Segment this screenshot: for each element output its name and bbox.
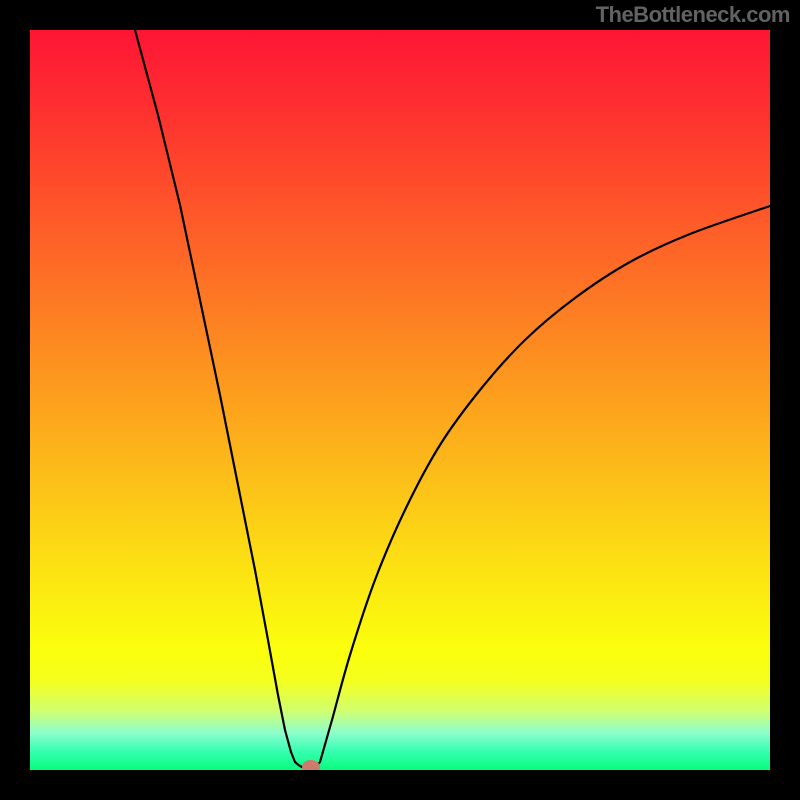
plot-area [30, 30, 770, 770]
border-right [770, 0, 800, 800]
border-bottom [0, 770, 800, 800]
watermark-text: TheBottleneck.com [596, 2, 790, 28]
border-left [0, 0, 30, 800]
